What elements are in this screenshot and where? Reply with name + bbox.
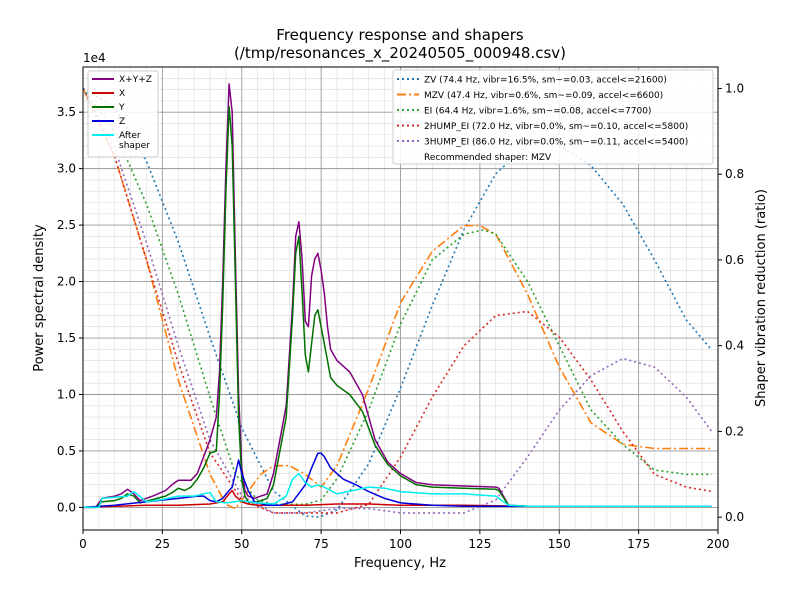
y2-tick-label: 1.0 <box>725 81 744 95</box>
y2-tick-label: 0.2 <box>725 424 744 438</box>
y2-axis-label: Shaper vibration reduction (ratio) <box>754 189 769 407</box>
series-line-xyz <box>83 83 712 509</box>
y-tick-label: 1.0 <box>57 387 76 401</box>
legend-label-mzv: MZV (47.4 Hz, vibr=0.6%, sm~=0.09, accel… <box>424 91 663 101</box>
y-offset-text: 1e4 <box>83 51 106 65</box>
chart-subtitle: (/tmp/resonances_x_20240505_000948.csv) <box>234 44 566 63</box>
y-tick-label: 2.0 <box>57 275 76 289</box>
series-line-after <box>83 472 712 509</box>
x-tick-label: 25 <box>155 537 170 551</box>
y-tick-label: 2.5 <box>57 218 76 232</box>
x-tick-label: 150 <box>548 537 571 551</box>
y-tick-label: 0.5 <box>57 444 76 458</box>
x-tick-label: 175 <box>627 537 650 551</box>
x-tick-label: 100 <box>389 537 412 551</box>
legend-label-zv: ZV (74.4 Hz, vibr=16.5%, sm~=0.03, accel… <box>424 76 667 86</box>
series-line-hump2 <box>83 88 712 514</box>
series-line-zv <box>83 87 713 518</box>
y-tick-label: 0.0 <box>57 500 76 514</box>
x-tick-label: 200 <box>707 537 730 551</box>
y-tick-label: 1.5 <box>57 331 76 345</box>
series-line-mzv <box>83 88 712 510</box>
series-line-ei <box>83 87 712 506</box>
legend-label-z: Z <box>119 117 125 127</box>
y2-tick-label: 0.0 <box>725 510 744 524</box>
legend-label-hump3: 3HUMP_EI (86.0 Hz, vibr=0.0%, sm~=0.11, … <box>424 138 688 148</box>
legend-right: ZV (74.4 Hz, vibr=16.5%, sm~=0.03, accel… <box>392 69 714 165</box>
y2-tick-label: 0.4 <box>725 339 744 353</box>
grid <box>82 67 719 530</box>
y2-tick-label: 0.6 <box>725 253 744 267</box>
x-tick-label: 125 <box>468 537 491 551</box>
x-tick-label: 0 <box>79 537 87 551</box>
recommended-shaper-note: Recommended shaper: MZV <box>424 153 552 163</box>
legend-right-box <box>392 69 714 165</box>
legend-label-hump2: 2HUMP_EI (72.0 Hz, vibr=0.0%, sm~=0.10, … <box>424 122 688 132</box>
legend-label-after: After <box>119 131 141 141</box>
legend-label-ei: EI (64.4 Hz, vibr=1.6%, sm~=0.08, accel<… <box>424 107 651 117</box>
series-line-z <box>83 452 712 509</box>
series-line-hump3 <box>83 88 713 514</box>
legend-label-xyz: X+Y+Z <box>119 75 152 85</box>
axes: 0 25 50 75 100 125 150 175 200 0.0 0.5 1.0 1.5 2.0 2.5… <box>57 81 744 551</box>
legend-label-after: shaper <box>119 141 150 151</box>
x-axis-label: Frequency, Hz <box>354 556 446 571</box>
series-lines <box>83 83 713 518</box>
y-tick-label: 3.0 <box>57 162 76 176</box>
legend-label-y: Y <box>118 103 125 113</box>
legend-label-x: X <box>119 89 125 99</box>
y2-tick-label: 0.8 <box>725 167 744 181</box>
y-axis-label: Power spectral density <box>32 224 47 372</box>
y-tick-label: 3.5 <box>57 105 76 119</box>
chart-title: Frequency response and shapers <box>276 26 524 44</box>
x-tick-label: 50 <box>234 537 249 551</box>
x-tick-label: 75 <box>313 537 328 551</box>
series-line-y <box>83 105 712 509</box>
